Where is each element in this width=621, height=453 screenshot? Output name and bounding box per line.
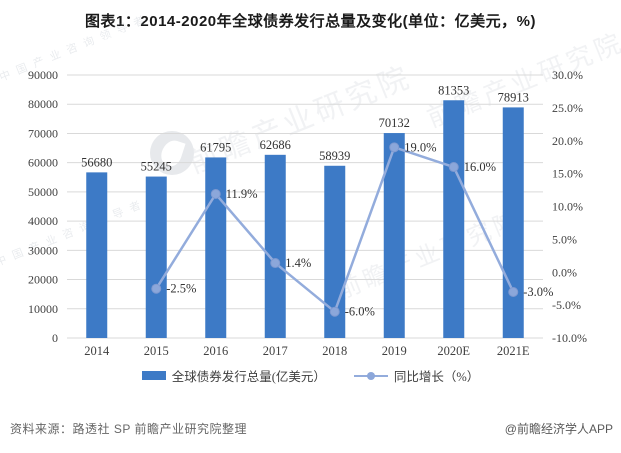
line-marker	[151, 283, 162, 294]
right-axis-tick: 20.0%	[552, 134, 583, 148]
right-axis-tick: 5.0%	[552, 232, 577, 246]
left-axis-tick: 50000	[28, 185, 58, 199]
right-axis-tick: 30.0%	[552, 68, 583, 82]
right-axis-tick: 10.0%	[552, 200, 583, 214]
chart-title: 图表1：2014-2020年全球债券发行总量及变化(单位：亿美元，%)	[85, 13, 536, 30]
right-axis-tick: 15.0%	[552, 167, 583, 181]
right-axis-tick: 25.0%	[552, 101, 583, 115]
line-value-label: -3.0%	[523, 285, 553, 299]
bar-value-label: 70132	[379, 116, 410, 130]
x-axis-label: 2015	[144, 344, 169, 358]
bar	[205, 157, 227, 338]
line-value-label: -6.0%	[345, 305, 375, 319]
bar-value-label: 56680	[81, 155, 112, 169]
right-axis-tick: -5.0%	[552, 298, 581, 312]
line-marker	[448, 162, 459, 173]
legend-label-line: 同比增长（%）	[393, 370, 480, 384]
legend-label-bars: 全球债券发行总量(亿美元）	[171, 370, 326, 384]
bar-value-label: 58939	[319, 149, 350, 163]
line-marker	[329, 306, 340, 317]
line-value-label: -2.5%	[166, 282, 196, 296]
bar-series-swatch-icon	[141, 371, 166, 380]
right-axis-tick: -10.0%	[552, 331, 587, 345]
line-value-label: 16.0%	[464, 160, 496, 174]
bar-value-label: 62686	[260, 138, 291, 152]
left-axis-tick: 70000	[28, 126, 58, 140]
left-axis-tick: 60000	[28, 156, 58, 170]
left-axis-tick: 0	[52, 331, 58, 345]
left-axis-tick: 10000	[28, 302, 58, 316]
left-axis-tick: 90000	[28, 68, 58, 82]
x-axis-label: 2017	[263, 344, 288, 358]
left-axis-tick: 80000	[28, 97, 58, 111]
brand-text: @前瞻经济学人APP	[504, 422, 613, 436]
line-series-swatch-icon	[353, 371, 388, 380]
bar-value-label: 78913	[498, 90, 529, 104]
bar	[383, 133, 405, 338]
bar-value-label: 55245	[141, 160, 172, 174]
x-axis-label: 2020E	[437, 344, 470, 358]
chart-area: 90000 80000 70000 60000 50000 40000 30000 20000…	[0, 60, 621, 360]
source-text: 资料来源：路透社 SP 前瞻产业研究院整理	[10, 422, 247, 436]
x-axis-label: 2014	[84, 344, 110, 358]
x-axis-label: 2016	[203, 344, 228, 358]
bar	[145, 176, 167, 338]
bar-value-label: 81353	[438, 83, 469, 97]
bar-value-label: 61795	[200, 140, 231, 154]
line-marker	[210, 189, 221, 200]
line-value-label: 1.4%	[285, 256, 311, 270]
bar	[86, 172, 108, 338]
x-axis-label: 2019	[382, 344, 407, 358]
line-marker	[508, 286, 519, 297]
legend-item-line: 同比增长（%）	[353, 366, 480, 385]
left-axis-tick: 30000	[28, 243, 58, 257]
left-axis-tick: 40000	[28, 214, 58, 228]
bar	[264, 154, 286, 338]
x-axis-label: 2018	[322, 344, 347, 358]
line-marker	[389, 142, 400, 153]
left-axis-tick: 20000	[28, 273, 58, 287]
right-axis-tick: 0.0%	[552, 265, 577, 279]
x-axis-label: 2021E	[497, 344, 530, 358]
legend-item-bars: 全球债券发行总量(亿美元）	[141, 366, 326, 385]
line-marker	[270, 258, 281, 269]
chart-svg: 90000 80000 70000 60000 50000 40000 30000 20000…	[28, 68, 587, 358]
line-value-label: 19.0%	[404, 140, 436, 154]
footer: 资料来源：路透社 SP 前瞻产业研究院整理 @前瞻经济学人APP	[10, 420, 613, 437]
line-value-label: 11.9%	[226, 187, 258, 201]
chart-legend: 全球债券发行总量(亿美元） 同比增长（%）	[0, 366, 621, 385]
bar	[443, 100, 465, 338]
bar	[502, 107, 524, 338]
